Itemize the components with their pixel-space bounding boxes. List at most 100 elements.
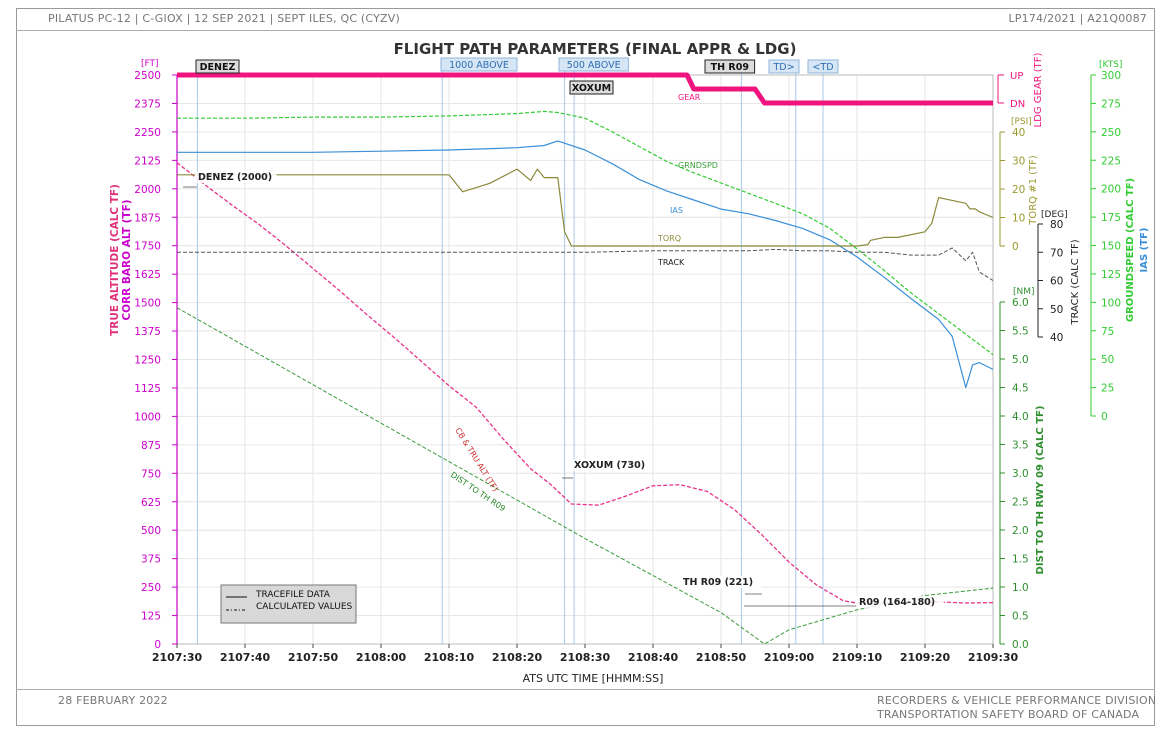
distance-tick-label: 0.0: [1012, 639, 1029, 651]
series-line-gear: [177, 72, 993, 106]
legend-item-tracefile: TRACEFILE DATA: [255, 590, 331, 600]
distance-tick-label: 6.0: [1012, 297, 1029, 309]
gear-axis-label: LDG GEAR (TF): [1033, 52, 1044, 127]
torq-axis-label: TORQ #1 (TF): [1028, 155, 1039, 226]
series-line-torq: [177, 168, 994, 247]
annotation-label: XOXUM (730): [574, 460, 645, 471]
series-line-ias: [177, 140, 994, 389]
torq-tick-label: 10: [1012, 213, 1025, 225]
series-line-track: [177, 247, 994, 281]
altitude-tick-label: 125: [141, 611, 161, 623]
altitude-tick-label: 1750: [134, 241, 161, 253]
torq-tick-label: 0: [1012, 241, 1019, 253]
distance-tick-label: 1.5: [1012, 554, 1029, 566]
event-box-bg: [704, 59, 756, 74]
altitude-tick-label: 1125: [134, 383, 161, 395]
distance-tick-label: 2.0: [1012, 525, 1029, 537]
speed-tick-label: 125: [1101, 269, 1121, 281]
event-box-label: TH R09: [711, 62, 749, 73]
event-box-th-r09: TH R09: [704, 59, 756, 74]
event-box-bg: [569, 80, 614, 95]
legend-item-calculated: CALCULATED VALUES: [256, 602, 353, 612]
x-tick-label: 2109:10: [832, 651, 883, 664]
altitude-tick-label: 1625: [134, 269, 161, 281]
series-label: IAS: [670, 206, 683, 215]
track-axis-label: TRACK (CALC TF): [1070, 239, 1081, 325]
event-box--td: <TD: [807, 59, 839, 74]
speed-tick-label: 275: [1101, 98, 1121, 110]
event-box-label: XOXUM: [572, 83, 611, 94]
x-tick-label: 2108:20: [492, 651, 543, 664]
x-tick-label: 2109:00: [764, 651, 815, 664]
footer-board: TRANSPORTATION SAFETY BOARD OF CANADA: [877, 708, 1140, 721]
series-line-cb-tru-alt-tf: [176, 162, 994, 604]
x-tick-label: 2107:30: [152, 651, 203, 664]
distance-tick-label: 4.5: [1012, 383, 1029, 395]
altitude-unit: [FT]: [141, 59, 159, 69]
track-tick-label: 70: [1050, 247, 1063, 259]
altitude-tick-label: 250: [141, 582, 161, 594]
series-label: GEAR: [678, 93, 701, 102]
torq-tick-label: 30: [1012, 156, 1025, 168]
altitude-tick-label: 875: [141, 440, 161, 452]
annotation-bg: [571, 459, 647, 471]
event-box-label: <TD: [812, 62, 833, 73]
annotation-bg: [195, 171, 277, 183]
speed-tick-label: 75: [1101, 326, 1114, 338]
header-left: PILATUS PC-12 | C-GIOX | 12 SEP 2021 | S…: [48, 12, 400, 25]
altitude-tick-label: 0: [154, 639, 161, 651]
x-tick-label: 2109:20: [900, 651, 951, 664]
x-tick-label: 2108:40: [628, 651, 679, 664]
groundspeed-axis-label: GROUNDSPEED (CALC TF): [1125, 178, 1136, 322]
event-box-td: TD>: [768, 59, 800, 74]
speed-tick-label: 200: [1101, 184, 1121, 196]
altitude-tick-label: 2000: [134, 184, 161, 196]
ias-axis-label: IAS (TF): [1139, 228, 1150, 273]
event-box-label: TD>: [772, 62, 794, 73]
header-right: LP174/2021 | A21Q0087: [1008, 12, 1147, 25]
x-tick-label: 2108:10: [424, 651, 475, 664]
x-tick-label: 2108:30: [560, 651, 611, 664]
event-box-bg: [807, 59, 839, 74]
altitude-tick-label: 1500: [134, 298, 161, 310]
annotation-label: DENEZ (2000): [198, 172, 272, 183]
track-tick-label: 60: [1050, 276, 1063, 288]
torq-tick-label: 20: [1012, 184, 1025, 196]
series-label: GRNDSPD: [678, 161, 718, 170]
altitude-tick-label: 500: [141, 525, 161, 537]
distance-tick-label: 2.5: [1012, 497, 1029, 509]
speed-tick-label: 50: [1101, 354, 1114, 366]
annotation-label: TH R09 (221): [683, 577, 753, 588]
speed-tick-label: 300: [1101, 70, 1121, 82]
annotation-bg: [680, 576, 762, 588]
altitude-tick-label: 1375: [134, 326, 161, 338]
altitude-tick-label: 2500: [134, 70, 161, 82]
altitude-axis-label: TRUE ALTITUDE (CALC TF): [109, 184, 121, 336]
torq-unit: [PSI]: [1011, 117, 1032, 127]
event-box-1000-above: 1000 ABOVE: [440, 57, 518, 72]
event-box-label: 500 ABOVE: [567, 60, 621, 71]
event-box-bg: [768, 59, 800, 74]
footer-division: RECORDERS & VEHICLE PERFORMANCE DIVISION: [877, 694, 1157, 707]
x-tick-label: 2108:00: [356, 651, 407, 664]
speed-tick-label: 0: [1101, 411, 1108, 423]
series-label: DIST TO TH R09: [449, 470, 507, 513]
footer-date: 28 FEBRUARY 2022: [58, 694, 168, 707]
speed-tick-label: 175: [1101, 212, 1121, 224]
distance-axis-label: DIST TO TH RWY 09 (CALC TF): [1035, 406, 1046, 575]
gear-up-label: UP: [1010, 71, 1023, 82]
baro-axis-label: CORR BARO ALT (TF): [121, 199, 133, 320]
series-line-grndspd: [177, 110, 994, 356]
speed-tick-label: 100: [1101, 297, 1121, 309]
gear-dn-label: DN: [1010, 99, 1025, 110]
event-box-xoxum: XOXUM: [569, 80, 614, 95]
chart-title: FLIGHT PATH PARAMETERS (FINAL APPR & LDG…: [394, 40, 797, 58]
distance-tick-label: 4.0: [1012, 411, 1029, 423]
speed-tick-label: 225: [1101, 155, 1121, 167]
annotation-bg: [856, 596, 944, 608]
event-box-bg: [558, 57, 629, 72]
legend: TRACEFILE DATA CALCULATED VALUES: [220, 584, 357, 624]
x-tick-label: 2109:30: [968, 651, 1019, 664]
event-box-denez: DENEZ: [195, 59, 240, 74]
series-label: TORQ: [657, 234, 681, 243]
